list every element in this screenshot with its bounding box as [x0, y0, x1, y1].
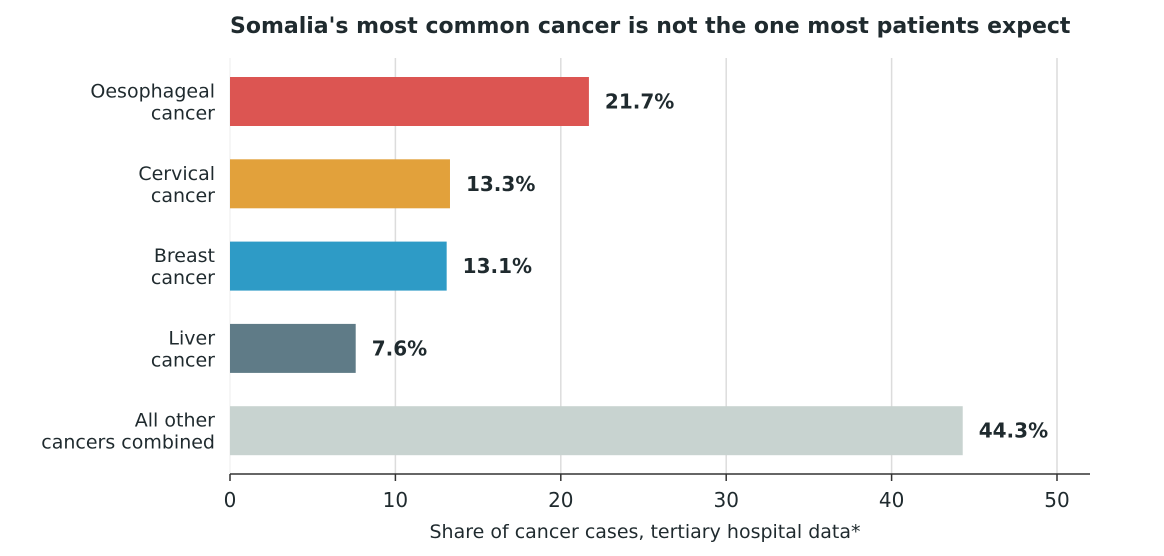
value-label-1: 13.3%	[466, 172, 535, 196]
bar-3	[230, 323, 356, 373]
value-label-3: 7.6%	[372, 336, 427, 360]
category-label-line: Cervical	[138, 163, 215, 185]
bar-4	[230, 406, 963, 456]
category-label-line: Breast	[154, 245, 215, 267]
category-label-line: Oesophageal	[90, 81, 215, 103]
bars	[230, 77, 963, 456]
category-label-line: Liver	[168, 327, 215, 349]
tick-label-50: 50	[1044, 488, 1069, 512]
category-label-0: Oesophageal cancer	[90, 81, 215, 125]
category-label-2: Breast cancer	[151, 245, 215, 289]
category-label-line: cancer	[151, 185, 215, 207]
bar-2	[230, 241, 447, 291]
category-label-line: cancer	[151, 103, 215, 125]
value-label-2: 13.1%	[463, 254, 532, 278]
value-label-4: 44.3%	[979, 419, 1048, 443]
tick-label-40: 40	[879, 488, 904, 512]
x-axis-label: Share of cancer cases, tertiary hospital…	[429, 521, 860, 543]
value-label-0: 21.7%	[605, 90, 674, 114]
category-label-line: cancers combined	[41, 432, 215, 454]
tick-label-10: 10	[383, 488, 408, 512]
category-label-1: Cervical cancer	[138, 163, 215, 207]
tick-label-30: 30	[713, 488, 738, 512]
tick-label-20: 20	[548, 488, 573, 512]
chart-title: Somalia's most common cancer is not the …	[230, 14, 1071, 39]
category-label-3: Liver cancer	[151, 327, 215, 371]
category-label-line: cancer	[151, 267, 215, 289]
category-label-line: All other	[135, 410, 215, 432]
value-labels: 21.7% 13.3% 13.1% 7.6% 44.3%	[372, 90, 1048, 443]
bar-0	[230, 77, 589, 126]
category-label-4: All other cancers combined	[41, 410, 215, 454]
bar-1	[230, 159, 450, 209]
category-label-line: cancer	[151, 349, 215, 371]
x-ticks: 0 10 20 30 40 50	[224, 474, 1070, 512]
tick-label-0: 0	[224, 488, 237, 512]
